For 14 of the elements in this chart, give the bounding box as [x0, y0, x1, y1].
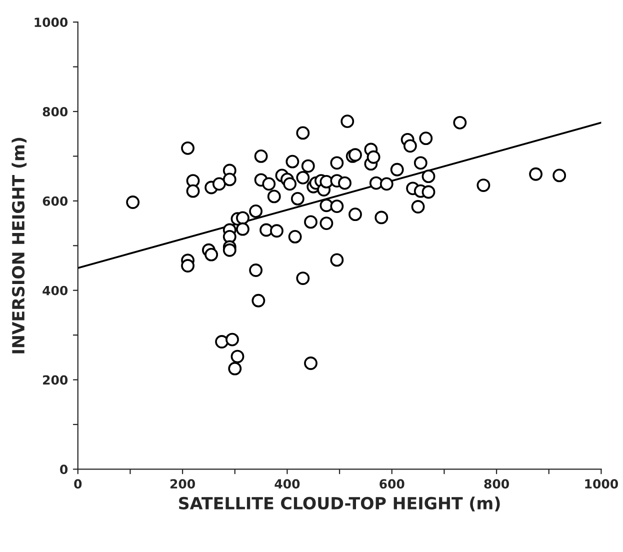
x-tick-label: 0	[74, 479, 82, 489]
y-tick-label: 600	[42, 196, 68, 206]
y-tick-label: 400	[42, 286, 68, 296]
x-tick-label: 600	[380, 479, 404, 489]
x-tick-label: 400	[274, 479, 300, 489]
x-tick-label: 1000	[585, 479, 618, 489]
y-tick-label: 800	[42, 106, 68, 116]
y-tick-label: 200	[43, 375, 68, 385]
y-axis-title: INVERSION HEIGHT (m)	[12, 138, 27, 354]
y-tick-label: 0	[60, 464, 68, 474]
x-axis-title: SATELLITE CLOUD-TOP HEIGHT (m)	[179, 496, 500, 512]
y-tick-label: 1000	[34, 18, 68, 28]
x-tick-label: 200	[170, 479, 195, 489]
x-tick-label: 800	[484, 479, 509, 489]
